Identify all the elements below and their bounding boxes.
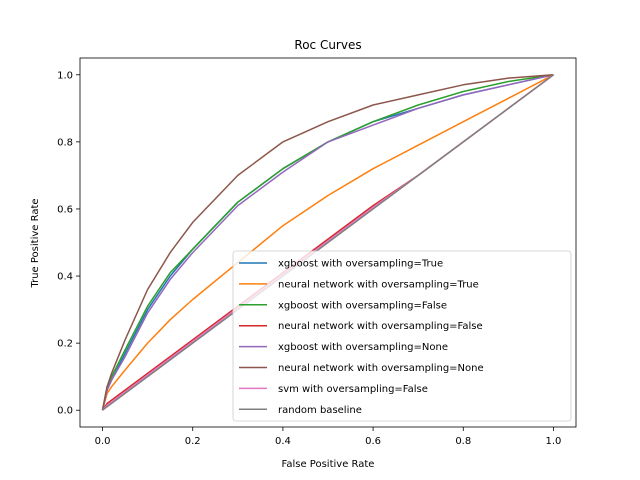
y-axis-label: True Positive Rate <box>30 198 41 288</box>
series-line-4 <box>101 74 554 411</box>
legend-label-3: neural network with oversampling=False <box>278 321 483 332</box>
y-tick-label: 0.6 <box>57 204 73 215</box>
y-tick-label: 1.0 <box>57 70 73 81</box>
y-tick-label: 0.8 <box>57 137 73 148</box>
legend-label-6: svm with oversampling=False <box>278 384 428 395</box>
tick-layer: 0.0 0.2 0.4 0.6 0.8 1.0 0.0 0.2 0.4 0.6 0.8 1.0 <box>57 70 561 447</box>
x-tick-label: 0.6 <box>365 436 381 447</box>
legend-label-0: xgboost with oversampling=True <box>278 259 443 270</box>
x-tick-label: 0.0 <box>95 436 111 447</box>
legend-label-4: xgboost with oversampling=None <box>278 342 448 353</box>
x-tick-label: 0.8 <box>455 436 471 447</box>
x-axis-label: False Positive Rate <box>282 459 375 470</box>
legend-label-1: neural network with oversampling=True <box>278 279 479 290</box>
x-tick-label: 0.4 <box>275 436 291 447</box>
legend-label-2: xgboost with oversampling=False <box>278 300 447 311</box>
y-tick-label: 0.2 <box>57 339 73 350</box>
series-line-7 <box>102 74 554 411</box>
legend-frame <box>232 250 572 422</box>
legend: xgboost with oversampling=True neural net… <box>232 250 572 422</box>
chart-title: Roc Curves <box>294 38 361 52</box>
legend-label-5: neural network with oversampling=None <box>278 363 484 374</box>
x-tick-label: 1.0 <box>546 436 562 447</box>
legend-label-7: random baseline <box>278 405 362 416</box>
series-line-2 <box>101 74 554 411</box>
y-tick-label: 0.0 <box>57 406 73 417</box>
x-tick-label: 0.2 <box>185 436 201 447</box>
plot-frame <box>79 57 577 428</box>
y-tick-label: 0.4 <box>57 272 73 283</box>
series-line-5 <box>101 74 554 411</box>
